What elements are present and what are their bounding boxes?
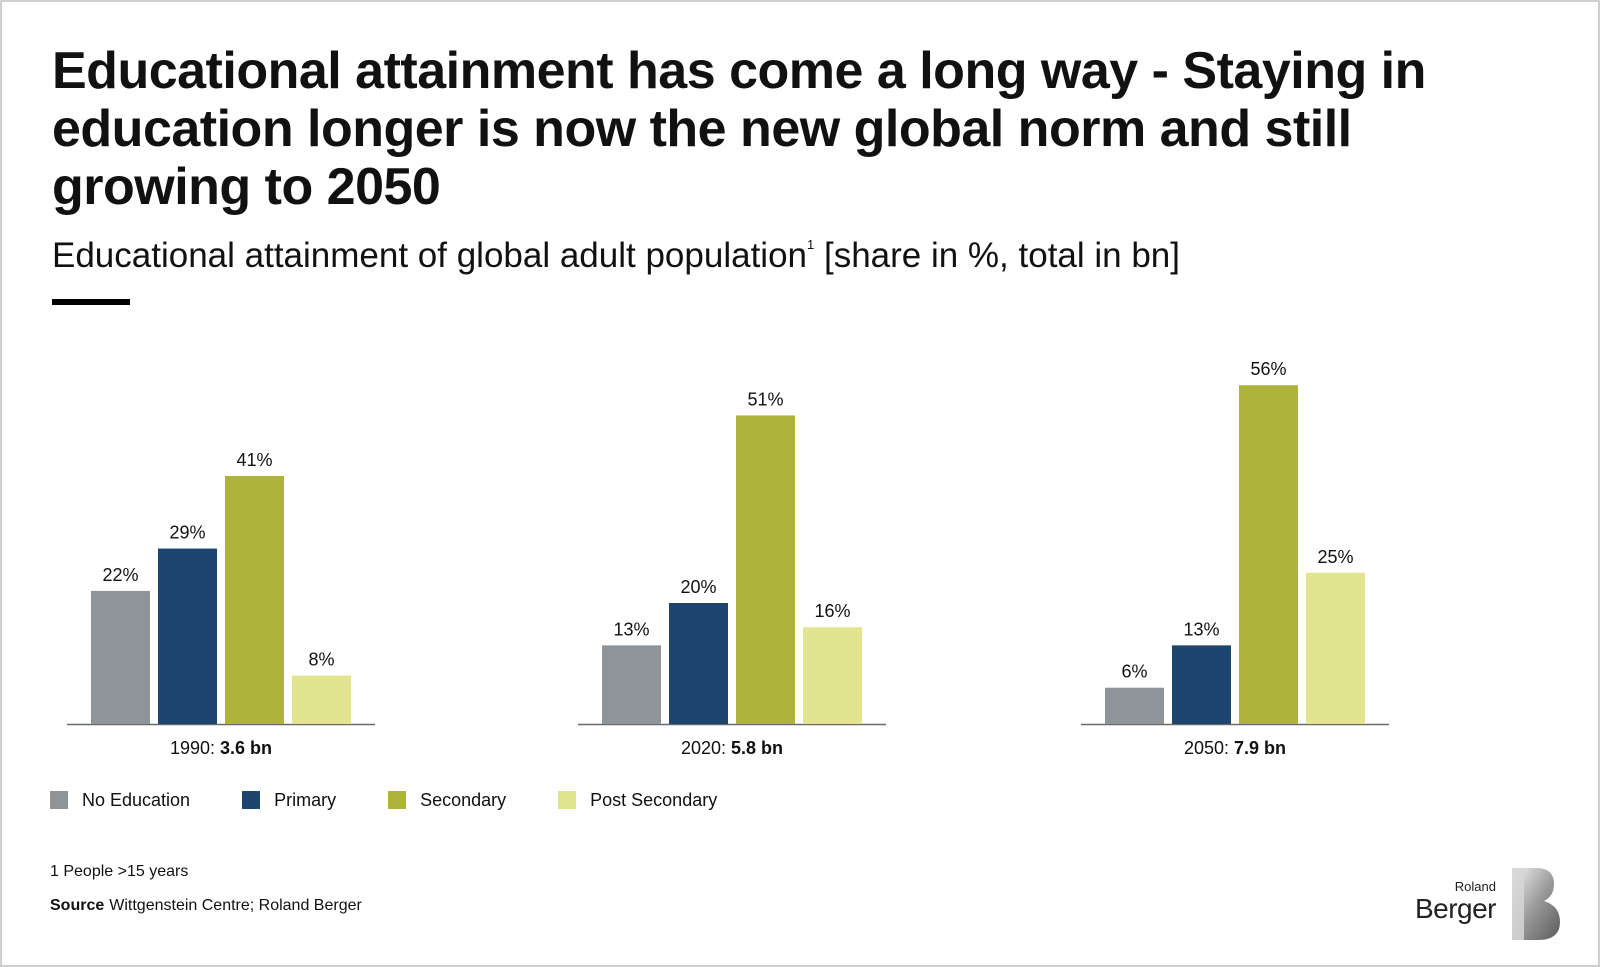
category-year: 2020: [681, 738, 731, 758]
bar-2020-secondary [736, 415, 795, 724]
bar-2050-post-secondary [1306, 572, 1365, 724]
data-label: 22% [102, 565, 138, 585]
logo-b-mark-icon [1512, 868, 1560, 940]
bar-2050-no-education [1105, 687, 1164, 724]
bar-2020-primary [669, 603, 728, 724]
footnote: 1 People >15 years [50, 863, 189, 880]
data-label: 20% [680, 577, 716, 597]
bar-2050-primary [1172, 645, 1231, 724]
bar-chart: 22% 29% 41% 8% 1990: 3.6 bn 13% 20% 51% 16% 2020:… [67, 359, 1389, 758]
bar-2050-secondary [1239, 385, 1298, 724]
legend-swatch [388, 791, 407, 809]
category-label: 2020: 5.8 bn [681, 738, 783, 758]
legend-item-no-education: No Education [50, 788, 190, 812]
category-year: 1990: [170, 738, 220, 758]
category-label: 2050: 7.9 bn [1184, 738, 1286, 758]
data-label: 13% [613, 619, 649, 639]
category-label: 1990: 3.6 bn [170, 738, 272, 758]
data-label: 56% [1250, 359, 1286, 379]
roland-berger-logo: Roland Berger [1402, 866, 1562, 944]
data-label: 13% [1183, 619, 1219, 639]
data-label: 16% [814, 601, 850, 621]
logo-roland-text: Roland [1454, 879, 1496, 894]
data-label: 41% [236, 450, 272, 470]
legend-item-primary: Primary [242, 788, 336, 812]
legend-label: No Education [82, 790, 191, 810]
subtitle-units: [share in %, total in bn] [823, 236, 1181, 275]
category-year: 2050: [1184, 738, 1234, 758]
legend-label: Post Secondary [590, 790, 718, 810]
legend-item-secondary: Secondary [388, 788, 506, 812]
legend-swatch [50, 791, 68, 809]
source-label: Source [50, 897, 105, 914]
bar-1990-no-education [91, 590, 150, 724]
bar-1990-post-secondary [292, 675, 351, 724]
legend-label: Secondary [420, 790, 507, 810]
footnote-marker: 1 [807, 237, 815, 252]
bar-1990-secondary [225, 475, 284, 724]
legend: No Education Primary Secondary Post Seco… [50, 788, 769, 812]
source-line: Source Wittgenstein Centre; Roland Berger [50, 896, 362, 916]
bar-1990-primary [158, 548, 217, 724]
legend-label: Primary [274, 790, 337, 810]
title-rule [52, 299, 130, 305]
legend-swatch [558, 791, 577, 809]
data-label: 6% [1121, 662, 1147, 682]
bar-2020-post-secondary [803, 627, 862, 724]
data-label: 8% [308, 650, 334, 670]
data-label: 29% [169, 523, 205, 543]
subtitle-text: Educational attainment of global adult p… [52, 236, 807, 275]
source-text: Wittgenstein Centre; Roland Berger [109, 897, 362, 914]
legend-swatch [242, 791, 261, 809]
data-label: 51% [747, 389, 783, 409]
category-total: 5.8 bn [731, 738, 783, 758]
category-total: 3.6 bn [220, 738, 272, 758]
data-label: 25% [1317, 547, 1353, 567]
page-title: Educational attainment has come a long w… [52, 42, 1426, 216]
bar-2020-no-education [602, 645, 661, 724]
logo-berger-text: Berger [1414, 893, 1497, 924]
chart-subtitle: Educational attainment of global adult p… [52, 224, 1452, 277]
legend-item-post-secondary: Post Secondary [558, 788, 717, 812]
category-total: 7.9 bn [1234, 738, 1286, 758]
